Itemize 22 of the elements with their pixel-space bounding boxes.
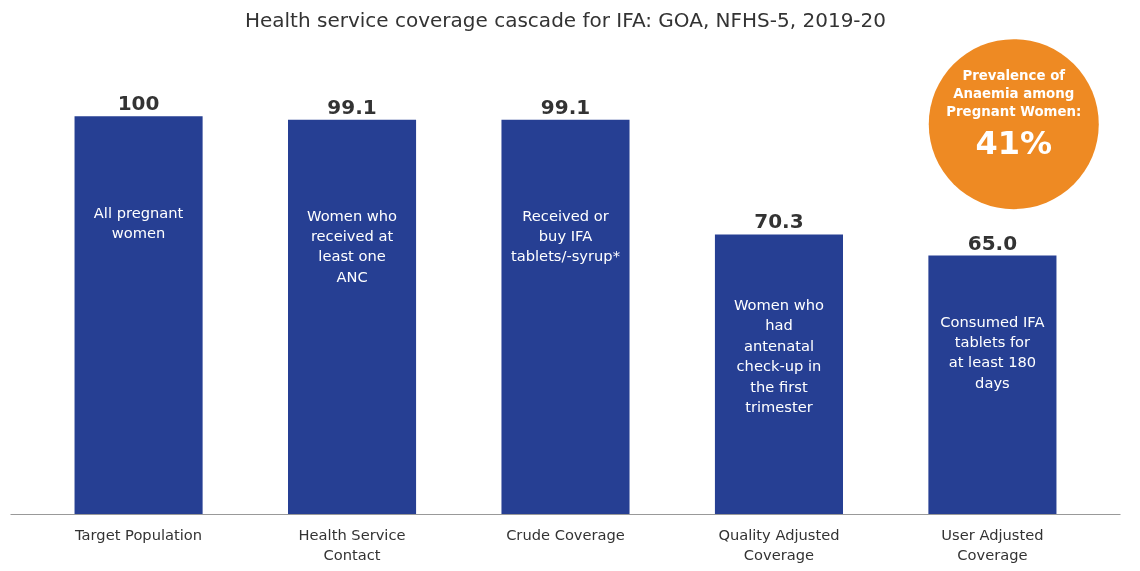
bar (288, 119, 417, 515)
annotation: Received or buy IFA tablets/-syrup* (511, 206, 621, 265)
x-tick-label: User Adjusted Coverage (941, 525, 1044, 563)
annotation: Women who had antenatal check-up in the first trimester (733, 296, 825, 416)
x-tick-label: Quality Adjusted Coverage (718, 525, 840, 563)
data-label: 99.1 (327, 94, 377, 119)
x-tick-label: Target Population (74, 525, 203, 543)
data-label: 65.0 (967, 230, 1018, 255)
chart-title: Health service coverage cascade for IFA: GOA, NFHS-5, 2019-20 (244, 7, 887, 32)
bar (928, 255, 1057, 515)
bar (74, 116, 203, 515)
bar (501, 119, 630, 515)
x-tick-label: Crude Coverage (506, 525, 625, 543)
bar (714, 234, 843, 515)
data-label: 100 (117, 91, 160, 116)
data-label: 70.3 (754, 209, 804, 234)
data-label: 99.1 (540, 94, 591, 119)
annotation: Prevalence of Anaemia among Pregnant Women: 41% (946, 68, 1082, 163)
annotation: Consumed IFA tablets for at least 180 days (940, 312, 1045, 391)
x-tick-label: Health Service Contact (298, 525, 406, 563)
annotation: All pregnant women (93, 203, 184, 242)
annotation: Women who received at least one ANC (307, 206, 398, 285)
